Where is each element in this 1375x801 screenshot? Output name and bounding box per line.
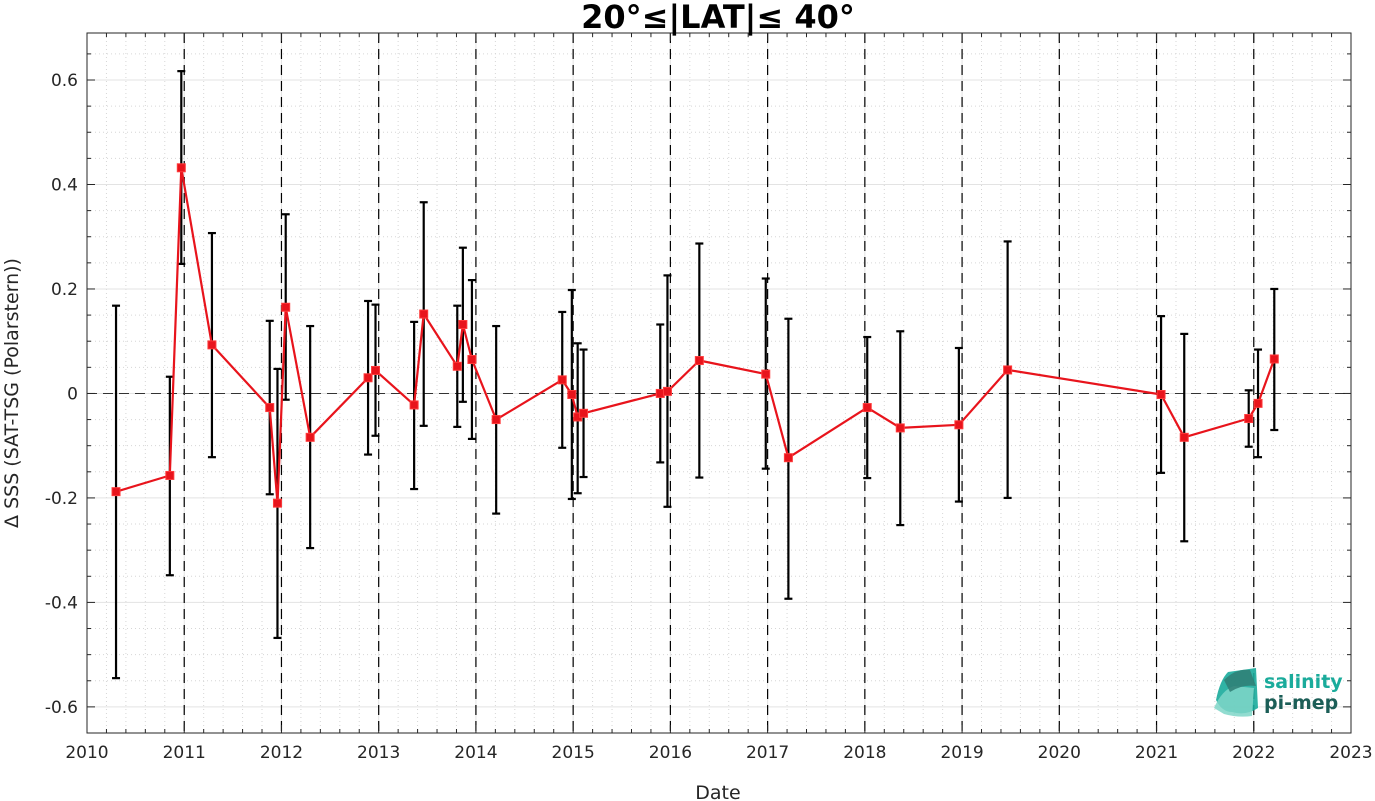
x-tick-label: 2018 <box>843 743 886 763</box>
y-tick-label: -0.4 <box>45 593 78 613</box>
data-point-marker <box>281 302 291 312</box>
data-point-marker <box>458 319 468 329</box>
salinity-pi-mep-logo: salinity pi-mep <box>1214 668 1343 717</box>
logo-text-salinity: salinity <box>1264 671 1343 693</box>
y-tick-label: -0.2 <box>45 489 78 509</box>
data-point-marker <box>567 389 577 399</box>
data-point-marker <box>363 373 373 383</box>
x-tick-label: 2011 <box>163 743 206 763</box>
data-point-marker <box>409 400 419 410</box>
x-axis-title: Date <box>695 782 740 801</box>
data-point-marker <box>1244 414 1254 424</box>
data-point-marker <box>1269 354 1279 364</box>
x-tick-label: 2021 <box>1135 743 1178 763</box>
data-point-marker <box>305 432 315 442</box>
data-point-marker <box>491 415 501 425</box>
x-tick-label: 2012 <box>260 743 303 763</box>
x-tick-label: 2022 <box>1232 743 1275 763</box>
axes-box <box>86 32 1352 734</box>
data-point-marker <box>176 163 186 173</box>
data-point-marker <box>452 361 462 371</box>
data-point-marker <box>1253 398 1263 408</box>
x-tick-label: 2015 <box>552 743 595 763</box>
x-tick-label: 2014 <box>454 743 497 763</box>
data-point-marker <box>419 309 429 319</box>
data-point-marker <box>165 470 175 480</box>
data-point-marker <box>954 420 964 430</box>
chart-title: 20°≤|LAT|≤ 40° <box>581 0 855 37</box>
data-point-marker <box>111 487 121 497</box>
data-point-marker <box>1003 365 1013 375</box>
logo-text-pi-mep: pi-mep <box>1264 692 1338 714</box>
data-point-marker <box>1179 432 1189 442</box>
x-tick-label: 2017 <box>746 743 789 763</box>
y-tick-label: 0 <box>67 384 78 404</box>
data-point-marker <box>694 356 704 366</box>
logo-wave-icon <box>1214 668 1258 717</box>
y-tick-labels: -0.6 -0.4 -0.2 0 0.2 0.4 0.6 <box>45 71 78 718</box>
y-tick-label: 0.2 <box>51 280 78 300</box>
data-point-marker <box>467 354 477 364</box>
x-tick-labels: 2010 2011 2012 2013 2014 2015 2016 2017 2018 2019… <box>65 743 1372 763</box>
data-point-marker <box>783 453 793 463</box>
x-tick-label: 2019 <box>940 743 983 763</box>
data-point-marker <box>579 408 589 418</box>
y-tick-label: 0.4 <box>51 175 78 195</box>
y-axis-title: Δ SSS (SAT-TSG (Polarstern)) <box>1 258 23 528</box>
y-tick-label: 0.6 <box>51 71 78 91</box>
data-point-marker <box>265 403 275 413</box>
data-markers <box>111 163 1279 508</box>
y-tick-label: -0.6 <box>45 698 78 718</box>
data-point-marker <box>371 365 381 375</box>
year-boundary-lines <box>183 33 1255 733</box>
data-point-marker <box>1156 389 1166 399</box>
x-tick-label: 2010 <box>65 743 108 763</box>
series-line-group <box>115 166 1276 505</box>
data-point-marker <box>557 375 567 385</box>
data-point-marker <box>862 403 872 413</box>
data-point-marker <box>272 498 282 508</box>
data-point-marker <box>207 340 217 350</box>
series-line <box>115 166 1276 505</box>
x-tick-label: 2013 <box>357 743 400 763</box>
data-point-marker <box>761 369 771 379</box>
x-tick-label: 2023 <box>1329 743 1372 763</box>
data-point-marker <box>662 386 672 396</box>
axes <box>86 32 1352 734</box>
x-tick-label: 2016 <box>649 743 692 763</box>
x-tick-label: 2020 <box>1038 743 1081 763</box>
data-point-marker <box>895 423 905 433</box>
